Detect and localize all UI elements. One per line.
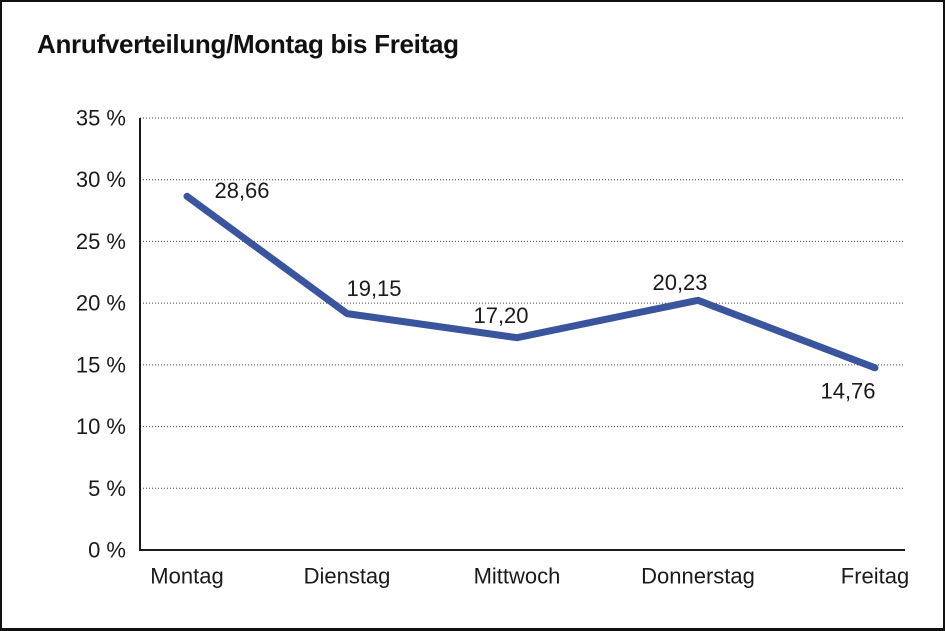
point-label: 19,15 [346, 276, 401, 301]
point-label: 17,20 [473, 303, 528, 328]
y-tick-label: 35 % [76, 106, 126, 131]
y-tick-label: 30 % [76, 167, 126, 192]
chart-title: Anrufverteilung/Montag bis Freitag [37, 29, 459, 59]
y-tick-label: 25 % [76, 229, 126, 254]
y-tick-label: 5 % [88, 476, 126, 501]
x-tick-label-donnerstag: Donnerstag [641, 564, 755, 589]
point-label: 14,76 [820, 378, 875, 403]
x-tick-label-dienstag: Dienstag [304, 564, 391, 589]
point-label: 20,23 [652, 270, 707, 295]
y-tick-label: 10 % [76, 414, 126, 439]
x-tick-label-freitag: Freitag [841, 564, 909, 589]
y-tick-label: 15 % [76, 352, 126, 377]
x-tick-label-mittwoch: Mittwoch [474, 564, 561, 589]
point-label: 28,66 [214, 178, 269, 203]
x-tick-label-montag: Montag [150, 564, 223, 589]
y-tick-label: 0 % [88, 538, 126, 563]
data-line [183, 192, 879, 372]
y-tick-label: 20 % [76, 291, 126, 316]
